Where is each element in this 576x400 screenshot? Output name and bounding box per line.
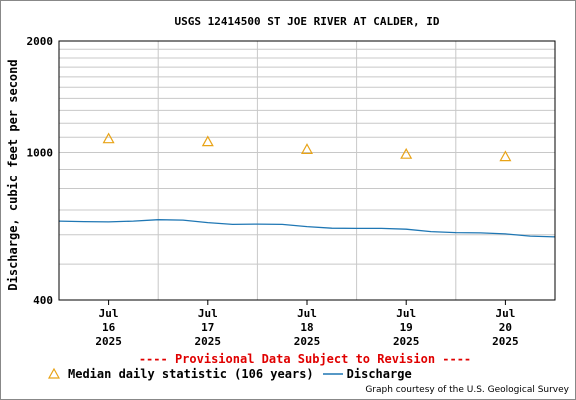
x-tick-label: Jul: [396, 307, 416, 320]
provisional-note: ---- Provisional Data Subject to Revisio…: [139, 352, 471, 366]
x-tick-label: 2025: [393, 335, 420, 348]
x-tick-label: 2025: [294, 335, 321, 348]
median-point: [400, 147, 413, 159]
legend-median-marker: [47, 367, 61, 379]
discharge-line: [58, 219, 556, 238]
x-tick-label: Jul: [495, 307, 515, 320]
x-tick-label: 17: [201, 321, 214, 334]
plot-frame: [58, 40, 556, 301]
x-tick-label: 2025: [195, 335, 222, 348]
x-tick-label: 20: [499, 321, 512, 334]
y-tick-label: 2000: [27, 35, 54, 48]
chart-title: USGS 12414500 ST JOE RIVER AT CALDER, ID: [175, 15, 440, 28]
legend-discharge-line: [322, 373, 343, 375]
x-tick-label: 18: [300, 321, 313, 334]
legend-discharge-label: Discharge: [346, 367, 412, 381]
chart-legend: Median daily statistic (106 years) Disch…: [47, 366, 412, 382]
y-tick-label: 1000: [27, 147, 54, 160]
median-point: [102, 132, 115, 144]
x-tick-label: 2025: [492, 335, 519, 348]
x-tick-label: 2025: [95, 335, 122, 348]
x-tick-labels: Jul162025Jul172025Jul182025Jul192025Jul2…: [95, 300, 519, 348]
median-point: [300, 143, 314, 154]
median-marker-layer: [102, 132, 512, 162]
y-tick-labels: 400 1000 2000: [27, 35, 54, 307]
median-point: [499, 150, 512, 162]
x-tick-label: Jul: [297, 307, 317, 320]
y-axis-label: Discharge, cubic feet per second: [6, 59, 20, 290]
legend-median-label: Median daily statistic (106 years): [68, 367, 314, 381]
series-layer: [58, 219, 556, 238]
grid-layer: [59, 41, 555, 300]
courtesy-note: Graph courtesy of the U.S. Geological Su…: [365, 385, 569, 395]
x-tick-label: Jul: [99, 307, 119, 320]
x-tick-label: 16: [102, 321, 116, 334]
x-tick-label: 19: [400, 321, 413, 334]
x-tick-label: Jul: [198, 307, 218, 320]
y-tick-label: 400: [33, 294, 53, 307]
median-point: [201, 135, 214, 147]
